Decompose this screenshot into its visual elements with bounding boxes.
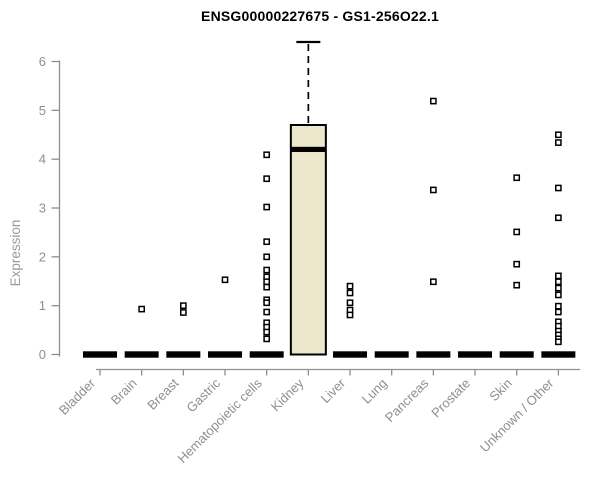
outlier-point <box>138 305 146 313</box>
outlier-point <box>263 283 271 291</box>
collapsed-box <box>458 351 493 358</box>
boxplot-bladder <box>83 351 117 358</box>
outlier-point <box>263 335 271 343</box>
outlier-point <box>555 291 562 299</box>
median-line <box>290 146 326 153</box>
boxplot-pancreas <box>416 97 451 358</box>
boxplot-prostate <box>458 351 493 358</box>
outlier-point <box>555 184 562 192</box>
outlier-point <box>263 151 271 159</box>
boxplot-breast <box>166 302 201 358</box>
x-tick-label-breast: Breast <box>144 375 181 412</box>
y-tick-label-5: 5 <box>39 103 46 118</box>
collapsed-box <box>208 351 243 358</box>
outlier-point <box>513 260 521 268</box>
outlier-point <box>346 299 354 307</box>
x-tick-label-gastric: Gastric <box>183 375 223 415</box>
y-tick-label-1: 1 <box>39 298 46 313</box>
outlier-point <box>263 238 271 246</box>
x-tick-label-bladder: Bladder <box>56 375 99 418</box>
x-tick-label-lung: Lung <box>359 376 390 407</box>
boxplot-hematopoietic-cells <box>249 151 284 358</box>
outlier-point <box>513 228 521 236</box>
outlier-point <box>179 302 187 310</box>
y-tick-label-2: 2 <box>39 249 46 264</box>
x-tick-label-kidney: Kidney <box>268 375 307 414</box>
collapsed-box <box>416 351 451 358</box>
outlier-point <box>513 281 521 289</box>
x-tick-label-pancreas: Pancreas <box>382 375 432 425</box>
collapsed-box <box>83 351 117 358</box>
outlier-point <box>346 282 354 290</box>
boxplot-unknown-other <box>541 131 576 358</box>
boxplot-brain <box>124 305 159 358</box>
outlier-point <box>555 131 562 139</box>
outlier-point <box>555 302 562 310</box>
outlier-point <box>430 97 437 105</box>
boxplot-lung <box>374 351 409 358</box>
collapsed-box <box>124 351 159 358</box>
outlier-point <box>179 309 187 316</box>
outlier-point <box>263 299 271 307</box>
outlier-point <box>555 278 562 286</box>
outlier-point <box>555 308 562 316</box>
outlier-point <box>513 174 521 182</box>
boxplot-kidney <box>289 40 327 356</box>
x-tick-label-skin: Skin <box>486 376 514 404</box>
boxplot-skin <box>499 174 534 358</box>
outlier-point <box>346 289 354 297</box>
collapsed-box <box>374 351 409 358</box>
y-tick-label-4: 4 <box>39 152 46 167</box>
outlier-point <box>263 253 271 261</box>
outlier-point <box>430 186 437 194</box>
chart-title: ENSG00000227675 - GS1-256O22.1 <box>201 8 439 24</box>
x-tick-label-liver: Liver <box>318 375 349 406</box>
outlier-point <box>555 338 562 346</box>
y-tick-label-6: 6 <box>39 54 46 69</box>
collapsed-box <box>166 351 201 358</box>
outlier-point <box>346 311 354 319</box>
outlier-point <box>263 308 271 316</box>
collapsed-box <box>541 351 576 358</box>
outlier-point <box>263 266 271 274</box>
x-tick-label-unknown-other: Unknown / Other <box>477 375 557 455</box>
y-axis-label: Expression <box>8 220 23 287</box>
outlier-point <box>263 175 271 183</box>
collapsed-box <box>333 351 368 358</box>
collapsed-box <box>249 351 284 358</box>
outlier-point <box>555 214 562 222</box>
collapsed-box <box>499 351 534 358</box>
y-tick-label-3: 3 <box>39 201 46 216</box>
y-tick-label-0: 0 <box>39 347 46 362</box>
outlier-point <box>555 284 562 292</box>
outlier-point <box>430 278 437 286</box>
x-tick-label-brain: Brain <box>108 376 140 408</box>
outlier-point <box>263 328 271 336</box>
outlier-point <box>263 278 271 286</box>
box-body <box>289 123 327 356</box>
boxplot-liver <box>333 282 368 358</box>
outlier-point <box>221 276 229 284</box>
outlier-point <box>263 203 271 211</box>
x-tick-label-prostate: Prostate <box>428 376 473 421</box>
outlier-point <box>555 272 562 280</box>
boxplot-gastric <box>208 276 243 358</box>
outlier-point <box>555 139 562 146</box>
